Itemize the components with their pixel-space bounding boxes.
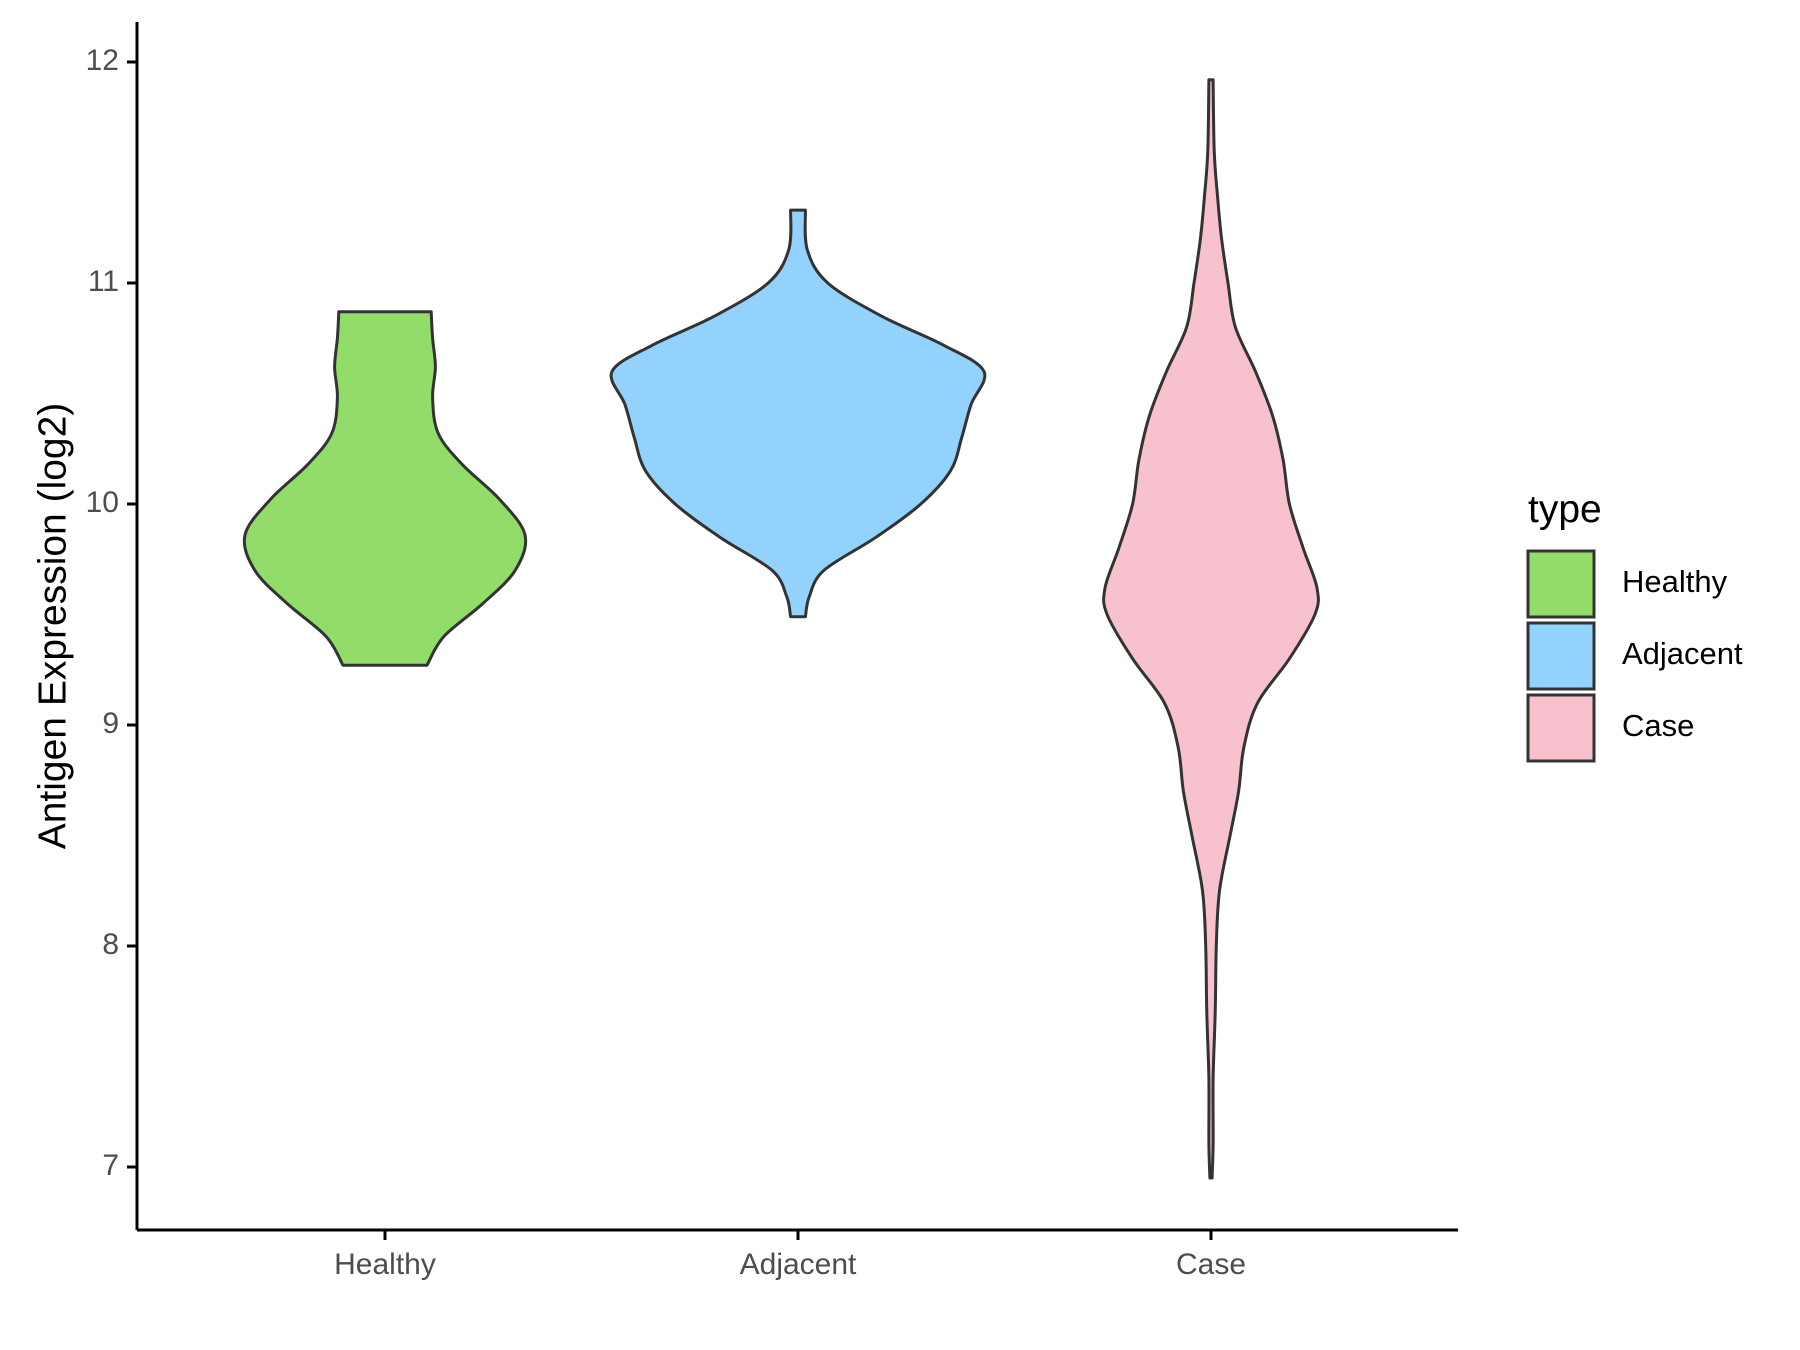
legend: type Healthy Adjacent Case (1526, 488, 1743, 763)
legend-label: Healthy (1622, 564, 1728, 599)
violin-layer (242, 78, 1320, 1180)
y-tick-label: 10 (86, 486, 119, 519)
violin-case (1102, 78, 1320, 1180)
violin-healthy (242, 310, 528, 667)
legend-key-case (1526, 693, 1596, 763)
x-tick-label: Case (1176, 1248, 1246, 1281)
legend-label: Adjacent (1622, 636, 1743, 671)
violin-adjacent (609, 208, 987, 619)
y-tick-label: 11 (88, 265, 119, 298)
x-tick-label: Adjacent (740, 1248, 857, 1281)
x-ticks: Healthy Adjacent Case (334, 1230, 1246, 1281)
legend-label: Case (1622, 708, 1694, 743)
y-tick-label: 12 (86, 44, 119, 77)
legend-title: type (1528, 488, 1602, 531)
y-axis-title: Antigen Expression (log2) (31, 403, 74, 850)
x-tick-label: Healthy (334, 1248, 436, 1281)
y-tick-label: 8 (102, 928, 119, 961)
y-tick-label: 9 (102, 707, 119, 740)
y-tick-label: 7 (102, 1149, 119, 1182)
legend-key-healthy (1526, 549, 1596, 619)
y-ticks: 7 8 9 10 11 12 (86, 44, 137, 1182)
legend-key-adjacent (1526, 621, 1596, 691)
